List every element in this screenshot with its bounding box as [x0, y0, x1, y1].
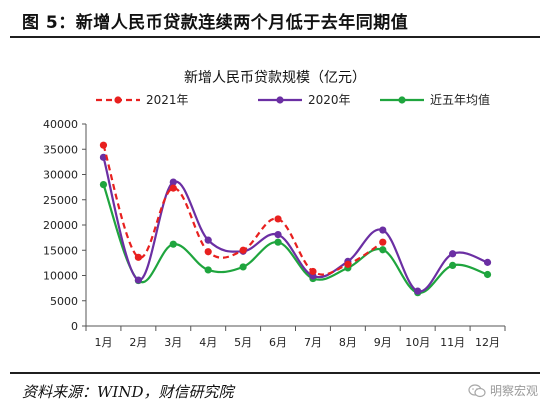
x-tick-label: 5月: [234, 336, 252, 349]
legend-item: 2020年: [258, 93, 351, 107]
legend-label: 2021年: [146, 93, 189, 107]
chart-area: 新增人民币贷款规模（亿元） 2021年 2020年 近五年均值 0 5000 10000…: [0, 40, 550, 370]
legend-swatch-marker: [276, 96, 284, 104]
series-line: [102, 144, 384, 276]
data-point: [204, 248, 212, 256]
x-tick-label: 2月: [129, 336, 147, 349]
y-tick-label: 30000: [43, 169, 78, 182]
legend-swatch-marker: [398, 96, 406, 104]
series-line: [102, 184, 488, 294]
data-point: [169, 184, 177, 192]
data-point: [483, 258, 492, 266]
legend-swatch-marker: [114, 96, 122, 104]
y-tick-label: 0: [71, 320, 78, 333]
x-tick-label: 6月: [269, 336, 287, 349]
data-point: [274, 230, 282, 239]
data-point: [134, 253, 142, 261]
legend-item: 近五年均值: [380, 92, 490, 107]
data-point: [274, 215, 282, 223]
data-point: [134, 276, 142, 284]
data-point: [449, 250, 457, 258]
data-point: [169, 178, 177, 186]
data-point: [204, 266, 212, 274]
series-layer: [99, 141, 492, 297]
data-point: [99, 141, 108, 149]
series-1: [99, 141, 387, 276]
source-note: 资料来源：WIND，财信研究院: [22, 383, 234, 401]
x-tick-label: 1月: [94, 336, 112, 349]
data-point: [344, 260, 352, 268]
series-line: [102, 157, 488, 293]
x-tick-label: 12月: [475, 336, 500, 349]
watermark: 明察宏观: [468, 382, 538, 399]
chart-legend: 2021年 2020年 近五年均值: [96, 92, 490, 107]
legend-item: 2021年: [96, 93, 189, 107]
x-tick-label: 10月: [405, 336, 430, 349]
data-point: [239, 263, 247, 271]
bottom-divider: [10, 372, 540, 374]
data-point: [239, 246, 247, 254]
legend-label: 近五年均值: [430, 92, 490, 107]
watermark-text: 明察宏观: [489, 384, 538, 398]
x-axis: 1月 2月 3月 4月 5月 6月 7月 8月 9月 10月 11月 12月: [85, 325, 506, 349]
y-tick-label: 10000: [43, 270, 78, 283]
data-point: [483, 270, 492, 279]
y-tick-label: 25000: [43, 194, 78, 207]
data-point: [379, 226, 387, 234]
y-tick-label: 35000: [43, 143, 78, 156]
y-tick-label: 5000: [50, 295, 78, 308]
x-tick-label: 11月: [440, 336, 465, 349]
wechat-icon: [468, 383, 486, 397]
y-axis: 0 5000 10000 15000 20000 25000 30000 35000 40000: [43, 118, 87, 333]
y-tick-label: 15000: [43, 244, 78, 257]
legend-label: 2020年: [308, 93, 351, 107]
data-point: [169, 240, 177, 248]
x-tick-label: 3月: [164, 336, 182, 349]
x-tick-label: 4月: [199, 336, 217, 349]
x-tick-label: 7月: [304, 336, 322, 349]
data-point: [379, 238, 387, 246]
chart-title: 新增人民币贷款规模（亿元）: [184, 70, 366, 86]
y-tick-label: 40000: [43, 118, 78, 131]
line-chart: 新增人民币贷款规模（亿元） 2021年 2020年 近五年均值 0 5000 10000…: [43, 70, 506, 349]
figure-title: 图 5：新增人民币贷款连续两个月低于去年同期值: [22, 13, 409, 33]
top-divider: [10, 36, 540, 38]
series-2: [99, 153, 492, 295]
data-point: [309, 267, 317, 276]
y-tick-label: 20000: [43, 219, 78, 232]
data-point: [99, 181, 108, 189]
x-tick-label: 8月: [339, 336, 357, 349]
figure-header: 图 5：新增人民币贷款连续两个月低于去年同期值: [0, 0, 550, 38]
data-point: [414, 287, 422, 295]
data-point: [449, 261, 457, 269]
x-tick-label: 9月: [374, 336, 392, 349]
data-point: [204, 236, 212, 244]
data-point: [379, 246, 387, 254]
data-point: [274, 238, 282, 246]
